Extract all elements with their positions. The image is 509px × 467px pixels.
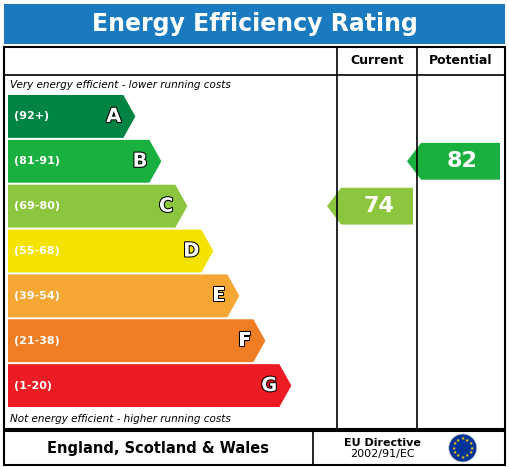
Text: ★: ★ xyxy=(461,454,465,460)
Text: England, Scotland & Wales: England, Scotland & Wales xyxy=(47,440,269,455)
Text: E: E xyxy=(212,286,225,305)
Text: 2002/91/EC: 2002/91/EC xyxy=(350,449,414,459)
Text: (39-54): (39-54) xyxy=(14,291,60,301)
Polygon shape xyxy=(8,185,187,227)
Text: C: C xyxy=(159,197,174,216)
Text: ★: ★ xyxy=(470,446,474,451)
Text: (1-20): (1-20) xyxy=(14,381,52,390)
Polygon shape xyxy=(8,275,239,317)
Text: 82: 82 xyxy=(447,151,478,171)
Circle shape xyxy=(449,434,477,462)
Text: ★: ★ xyxy=(461,436,465,441)
Polygon shape xyxy=(8,140,161,183)
Text: (55-68): (55-68) xyxy=(14,246,60,256)
Text: ★: ★ xyxy=(465,438,469,443)
Text: Not energy efficient - higher running costs: Not energy efficient - higher running co… xyxy=(10,414,231,424)
Text: ★: ★ xyxy=(453,441,457,446)
Bar xyxy=(4,431,505,465)
Text: (81-91): (81-91) xyxy=(14,156,60,166)
Polygon shape xyxy=(8,95,135,138)
Text: Very energy efficient - lower running costs: Very energy efficient - lower running co… xyxy=(10,80,231,90)
Text: ★: ★ xyxy=(456,438,461,443)
Text: EU Directive: EU Directive xyxy=(344,438,420,448)
Text: ★: ★ xyxy=(453,450,457,455)
Text: Potential: Potential xyxy=(429,55,493,68)
Polygon shape xyxy=(8,230,213,272)
Bar xyxy=(4,4,505,44)
Text: ★: ★ xyxy=(465,453,469,459)
Text: B: B xyxy=(133,152,148,171)
Text: D: D xyxy=(183,241,200,261)
Text: (69-80): (69-80) xyxy=(14,201,60,211)
Text: 74: 74 xyxy=(363,196,394,216)
Polygon shape xyxy=(327,188,413,225)
Text: (92+): (92+) xyxy=(14,112,49,121)
Text: ★: ★ xyxy=(468,450,473,455)
Polygon shape xyxy=(8,364,291,407)
Polygon shape xyxy=(8,319,265,362)
Polygon shape xyxy=(407,143,500,180)
Text: ★: ★ xyxy=(451,446,456,451)
Text: G: G xyxy=(261,376,277,395)
Bar xyxy=(4,47,505,429)
Text: Current: Current xyxy=(350,55,404,68)
Text: A: A xyxy=(106,107,121,126)
Text: F: F xyxy=(238,331,251,350)
Text: ★: ★ xyxy=(468,441,473,446)
Text: Energy Efficiency Rating: Energy Efficiency Rating xyxy=(92,12,417,36)
Text: ★: ★ xyxy=(456,453,461,459)
Text: (21-38): (21-38) xyxy=(14,336,60,346)
